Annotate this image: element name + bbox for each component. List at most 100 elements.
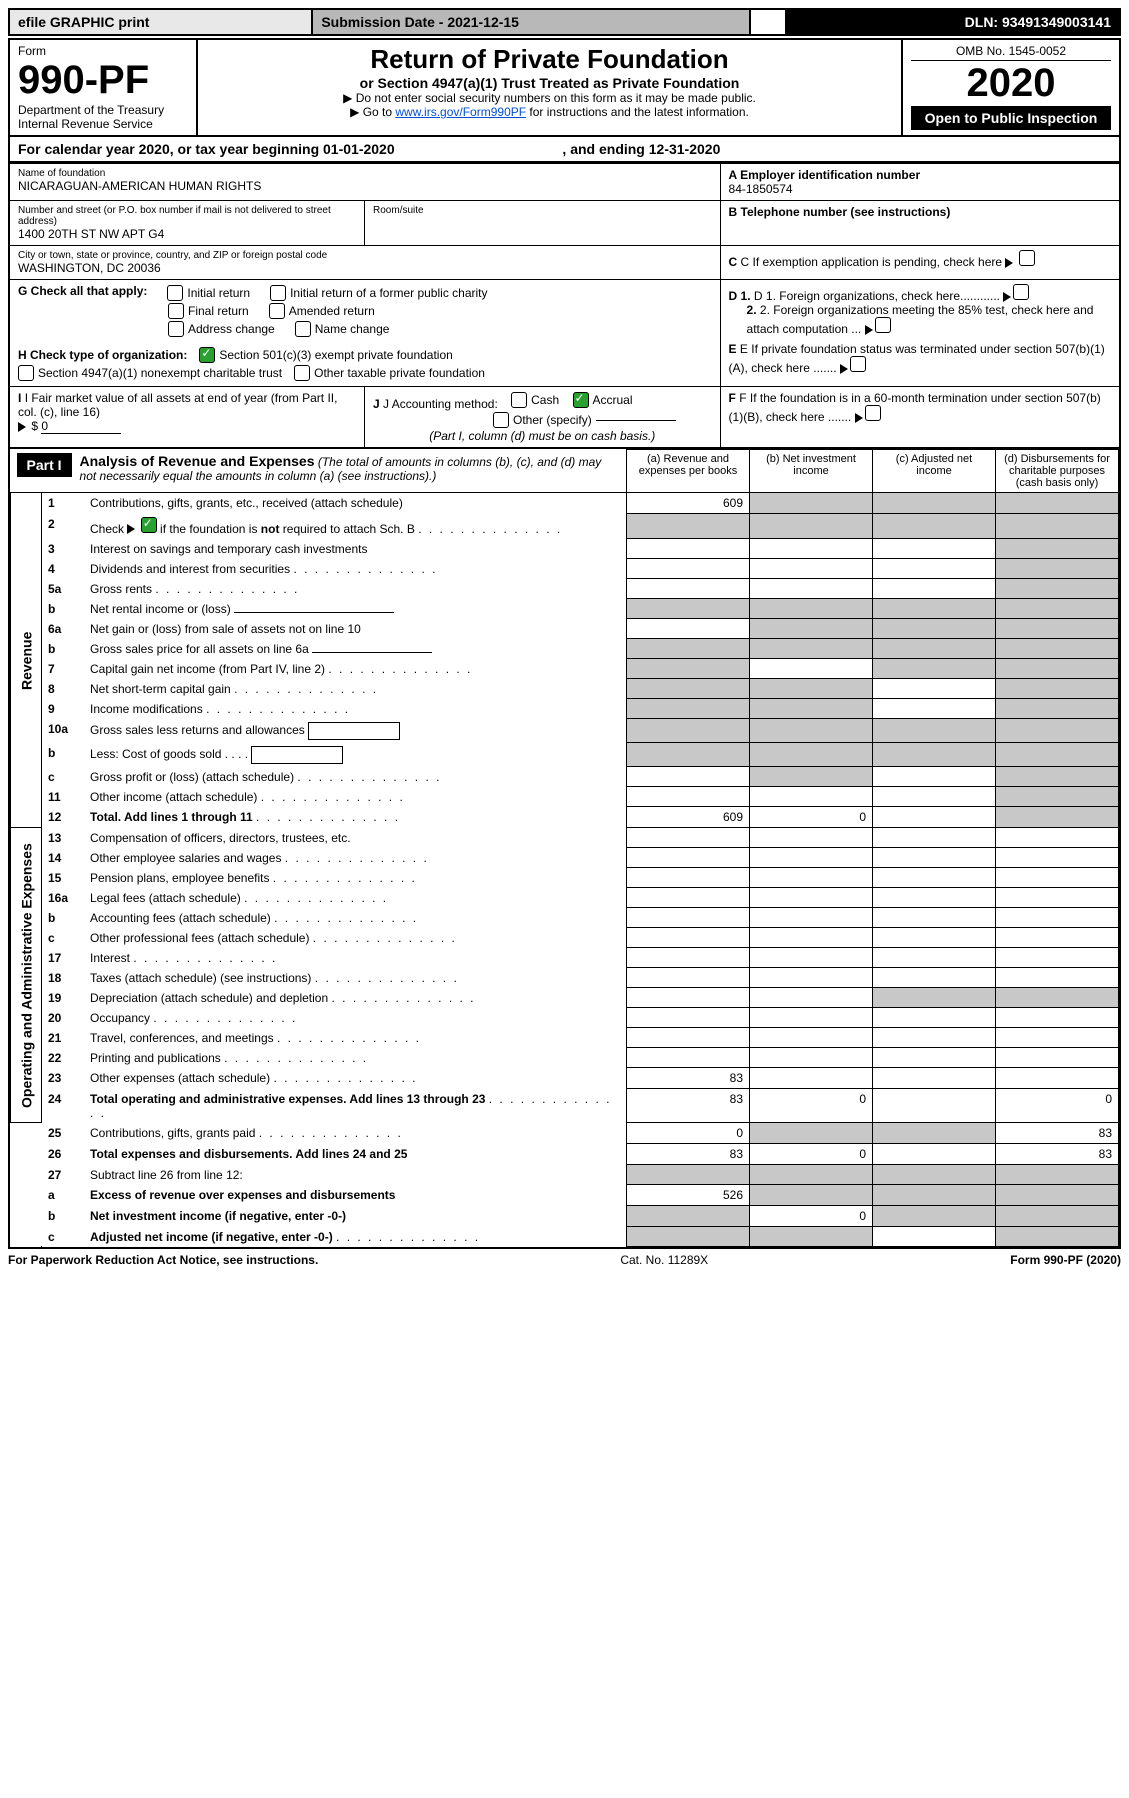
row-num: 23 <box>42 1068 85 1089</box>
row-num: 11 <box>42 787 85 807</box>
city-label: City or town, state or province, country… <box>18 250 712 261</box>
g-initial-former[interactable]: Initial return of a former public charit… <box>270 285 487 301</box>
row-desc: Contributions, gifts, grants, etc., rece… <box>84 493 627 514</box>
cell: 526 <box>627 1185 750 1206</box>
h-other[interactable]: Other taxable private foundation <box>294 365 485 381</box>
row-num: 4 <box>42 559 85 579</box>
cell: 0 <box>750 1144 873 1165</box>
calendar-ending: , and ending 12-31-2020 <box>562 141 720 157</box>
row-desc: Interest <box>84 948 627 968</box>
row-desc: Total operating and administrative expen… <box>84 1089 627 1123</box>
row-desc: Adjusted net income (if negative, enter … <box>84 1227 627 1247</box>
row-desc: Compensation of officers, directors, tru… <box>84 828 627 848</box>
row-num: 13 <box>42 828 85 848</box>
row-num: 10a <box>42 719 85 743</box>
row-num: c <box>42 928 85 948</box>
row-num: c <box>42 767 85 787</box>
row-desc: Gross sales less returns and allowances <box>84 719 627 743</box>
row-num: 1 <box>42 493 85 514</box>
cell: 0 <box>627 1123 750 1144</box>
row-desc: Net gain or (loss) from sale of assets n… <box>84 619 627 639</box>
row-desc: Taxes (attach schedule) (see instruction… <box>84 968 627 988</box>
row-num: 20 <box>42 1008 85 1028</box>
row-num: 27 <box>42 1165 85 1185</box>
j-other[interactable]: Other (specify) <box>373 412 712 428</box>
schb-checkbox[interactable] <box>141 517 157 533</box>
row-num: 6a <box>42 619 85 639</box>
row-num: b <box>42 599 85 619</box>
g-amended[interactable]: Amended return <box>269 303 375 319</box>
row-desc: Other expenses (attach schedule) <box>84 1068 627 1089</box>
col-a-header: (a) Revenue and expenses per books <box>627 450 750 493</box>
row-num: 9 <box>42 699 85 719</box>
row-num: 8 <box>42 679 85 699</box>
row-num: 22 <box>42 1048 85 1068</box>
row-num: 12 <box>42 807 85 828</box>
j-cash[interactable]: Cash <box>511 392 559 408</box>
e-checkbox[interactable] <box>850 356 866 372</box>
ein-value: 84-1850574 <box>729 182 1111 196</box>
row-num: 16a <box>42 888 85 908</box>
row-desc: Printing and publications <box>84 1048 627 1068</box>
info-block: Name of foundation NICARAGUAN-AMERICAN H… <box>8 163 1121 449</box>
room-label: Room/suite <box>373 205 712 216</box>
row-desc: Travel, conferences, and meetings <box>84 1028 627 1048</box>
row-desc: Contributions, gifts, grants paid <box>84 1123 627 1144</box>
row-desc: Gross profit or (loss) (attach schedule) <box>84 767 627 787</box>
col-b-header: (b) Net investment income <box>750 450 873 493</box>
dept-treasury: Department of the Treasury <box>18 103 188 117</box>
instr-goto: ▶ Go to www.irs.gov/Form990PF for instru… <box>206 105 893 119</box>
h-501c3[interactable]: Section 501(c)(3) exempt private foundat… <box>199 347 452 363</box>
footer-right: Form 990-PF (2020) <box>1010 1253 1121 1267</box>
row-num: 7 <box>42 659 85 679</box>
col-c-header: (c) Adjusted net income <box>873 450 996 493</box>
g-final[interactable]: Final return <box>168 303 249 319</box>
row-num: 25 <box>42 1123 85 1144</box>
open-to-public: Open to Public Inspection <box>911 106 1111 130</box>
irs-link[interactable]: www.irs.gov/Form990PF <box>395 105 526 119</box>
instr-ssn: ▶ Do not enter social security numbers o… <box>206 91 893 105</box>
c-checkbox[interactable] <box>1019 250 1035 266</box>
revenue-side: Revenue <box>11 493 42 828</box>
name-label: Name of foundation <box>18 168 712 179</box>
c-text: C If exemption application is pending, c… <box>741 255 1003 269</box>
part1-label: Part I <box>17 453 72 477</box>
cell: 83 <box>996 1144 1119 1165</box>
g-name-change[interactable]: Name change <box>295 321 390 337</box>
row-num: b <box>42 639 85 659</box>
cell: 0 <box>750 1089 873 1123</box>
row-num: 21 <box>42 1028 85 1048</box>
cell-d <box>996 493 1119 514</box>
row-num: 2 <box>42 514 85 539</box>
row-desc: Total expenses and disbursements. Add li… <box>84 1144 627 1165</box>
f-checkbox[interactable] <box>865 405 881 421</box>
j-accrual[interactable]: Accrual <box>573 392 633 408</box>
cell-a: 609 <box>627 493 750 514</box>
g-addr-change[interactable]: Address change <box>168 321 275 337</box>
row-desc: Excess of revenue over expenses and disb… <box>84 1185 627 1206</box>
ein-label: A Employer identification number <box>729 168 1111 182</box>
phone-label: B Telephone number (see instructions) <box>729 205 1111 219</box>
h-label: H Check type of organization: <box>18 348 187 362</box>
row-num: a <box>42 1185 85 1206</box>
cell: 83 <box>627 1144 750 1165</box>
omb-no: OMB No. 1545-0052 <box>911 44 1111 61</box>
form-label: Form <box>18 44 188 58</box>
d1-checkbox[interactable] <box>1013 284 1029 300</box>
page-footer: For Paperwork Reduction Act Notice, see … <box>8 1249 1121 1267</box>
tax-year: 2020 <box>911 61 1111 106</box>
row-num: 5a <box>42 579 85 599</box>
row-desc: Occupancy <box>84 1008 627 1028</box>
g-initial[interactable]: Initial return <box>167 285 250 301</box>
instr-pre: ▶ Go to <box>350 105 395 119</box>
topbar: efile GRAPHIC print Submission Date - 20… <box>8 8 1121 36</box>
dln: DLN: 93491349003141 <box>786 9 1120 35</box>
cell: 0 <box>750 1206 873 1227</box>
expenses-side: Operating and Administrative Expenses <box>11 828 42 1123</box>
row-desc: Gross sales price for all assets on line… <box>84 639 627 659</box>
row-num: 24 <box>42 1089 85 1123</box>
part1-title: Analysis of Revenue and Expenses (The to… <box>72 453 620 483</box>
d2-checkbox[interactable] <box>875 317 891 333</box>
h-4947[interactable]: Section 4947(a)(1) nonexempt charitable … <box>18 365 282 381</box>
form-title: Return of Private Foundation <box>206 44 893 75</box>
